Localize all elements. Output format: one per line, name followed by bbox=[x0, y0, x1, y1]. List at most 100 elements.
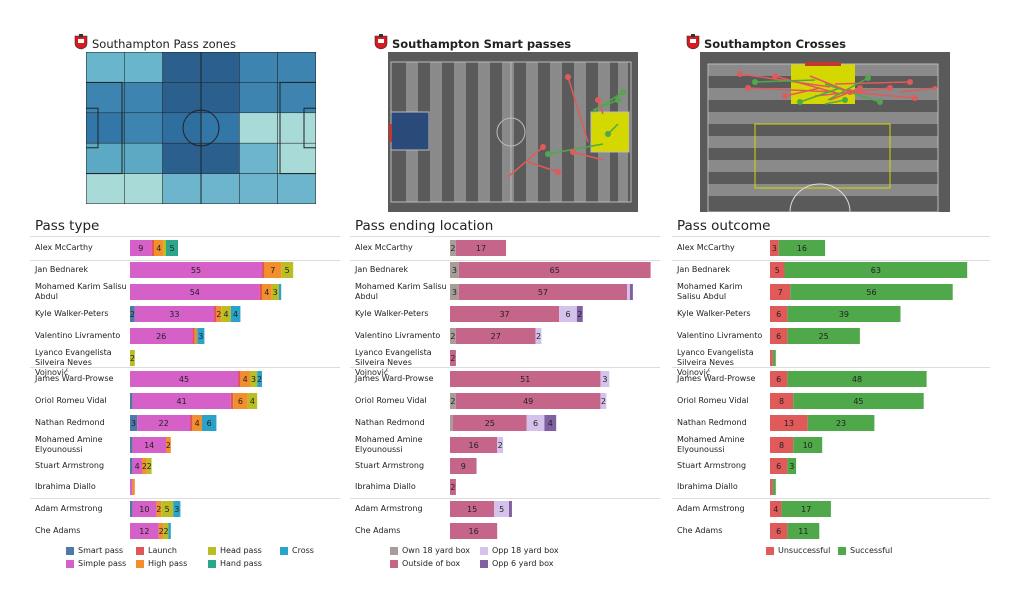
player-label: Alex McCarthy bbox=[35, 243, 93, 252]
row-separator bbox=[30, 260, 340, 261]
bar-value-label: 6 bbox=[776, 527, 781, 536]
legend-swatch bbox=[66, 559, 74, 568]
bar-segment bbox=[455, 328, 536, 344]
bar-segment bbox=[770, 415, 808, 431]
player-label: Adam Armstrong bbox=[677, 504, 745, 513]
zone-cell bbox=[124, 82, 163, 114]
zone-cell bbox=[162, 142, 202, 174]
bar-segment bbox=[770, 262, 785, 278]
player-label: Kyle Walker-Peters bbox=[355, 309, 429, 318]
zone-cell bbox=[239, 173, 278, 204]
player-label: Lyanco Evangelista Silveira Neves Vojnov… bbox=[355, 348, 432, 377]
player-label: Valentino Livramento bbox=[35, 331, 121, 340]
bar-segment bbox=[163, 523, 169, 539]
bar-segment bbox=[130, 306, 135, 322]
bar-segment bbox=[161, 501, 174, 517]
zone-cell bbox=[277, 142, 316, 174]
bar-segment bbox=[132, 458, 142, 474]
player-label: Jan Bednarek bbox=[35, 265, 89, 274]
legend-swatch bbox=[838, 546, 846, 555]
bar-value-label: 25 bbox=[485, 419, 495, 428]
bar-segment bbox=[790, 284, 953, 300]
smart-passes-title-text: Southampton Smart passes bbox=[392, 36, 572, 51]
bar-value-label: 2 bbox=[163, 527, 168, 536]
bar-segment bbox=[158, 523, 164, 539]
pass-type-chart: 9 4 5 55 7 5 54 4 3 2 33 2 4 4 26 3 2 45 4 3 2 41 6 4 3 22 4 6 14 2 4 2… bbox=[30, 236, 340, 542]
pass-outcome-chart: 3 16 5 63 7 56 6 39 6 25 6 48 8 45 13 23 8 10 6 3 4 17 6 11 Alex… bbox=[672, 236, 990, 542]
bar-value-label: 2 bbox=[450, 354, 455, 363]
bar-segment bbox=[544, 415, 557, 431]
bar-segment bbox=[450, 501, 495, 517]
bar-value-label: 3 bbox=[198, 332, 203, 341]
pass-zones-pitch bbox=[86, 52, 316, 204]
row-separator bbox=[350, 498, 660, 499]
bar-segment bbox=[130, 284, 260, 300]
bar-value-label: 45 bbox=[179, 375, 189, 384]
zone-cell bbox=[239, 142, 278, 174]
player-label: James Ward-Prowse bbox=[355, 374, 434, 383]
bar-value-label: 16 bbox=[797, 244, 807, 253]
bar-segment bbox=[778, 240, 826, 256]
bar-value-label: 6 bbox=[533, 419, 538, 428]
bar-value-label: 22 bbox=[159, 419, 169, 428]
bar-value-label: 4 bbox=[264, 288, 269, 297]
bar-segment bbox=[600, 393, 607, 409]
bar-value-label: 25 bbox=[819, 332, 829, 341]
bar-value-label: 2 bbox=[498, 441, 503, 450]
pitch-line bbox=[303, 107, 316, 149]
bar-value-label: 10 bbox=[139, 505, 149, 514]
bar-value-label: 3 bbox=[602, 375, 607, 384]
bar-segment bbox=[559, 306, 577, 322]
bar-segment bbox=[793, 393, 924, 409]
bar-value-label: 5 bbox=[499, 505, 504, 514]
bar-value-label: 39 bbox=[839, 310, 849, 319]
bar-segment bbox=[450, 437, 498, 453]
own-box-highlight bbox=[390, 111, 430, 151]
crosses-title-text: Southampton Crosses bbox=[704, 36, 846, 51]
bar-value-label: 26 bbox=[156, 332, 166, 341]
zone-cell bbox=[124, 52, 163, 83]
bar-segment bbox=[163, 240, 166, 256]
bar-segment bbox=[781, 501, 831, 517]
bar-value-label: 2 bbox=[130, 354, 135, 363]
bar-segment bbox=[450, 393, 456, 409]
bar-segment bbox=[629, 284, 633, 300]
bar-value-label: 45 bbox=[853, 397, 863, 406]
player-label: Stuart Armstrong bbox=[35, 461, 105, 470]
bar-segment bbox=[194, 328, 198, 344]
bar-segment bbox=[130, 262, 262, 278]
player-label: Jan Bednarek bbox=[677, 265, 731, 274]
zone-cell bbox=[239, 82, 278, 114]
bar-segment bbox=[770, 437, 794, 453]
bar-value-label: 5 bbox=[165, 505, 170, 514]
bar-value-label: 4 bbox=[548, 419, 553, 428]
pass-type-title: Pass type bbox=[35, 218, 100, 234]
bar-value-label: 2 bbox=[577, 310, 582, 319]
bar-segment bbox=[772, 479, 776, 495]
legend-item-launch: Launch bbox=[136, 546, 177, 555]
bar-segment bbox=[600, 371, 610, 387]
bar-value-label: 6 bbox=[776, 310, 781, 319]
bar-value-label: 6 bbox=[776, 462, 781, 471]
smart-passes-pitch bbox=[388, 52, 638, 212]
player-label: Che Adams bbox=[35, 526, 81, 535]
row-separator bbox=[672, 236, 990, 237]
player-label: Lyanco Evangelista Silveira Neves Vojnov… bbox=[35, 348, 112, 377]
zone-cell bbox=[200, 112, 240, 144]
zone-cell bbox=[277, 112, 316, 144]
zone-cell bbox=[86, 112, 125, 144]
player-label: James Ward-Prowse bbox=[677, 374, 756, 383]
bar-segment bbox=[130, 458, 133, 474]
bar-value-label: 5 bbox=[169, 244, 174, 253]
bar-value-label: 41 bbox=[177, 397, 187, 406]
bar-value-label: 37 bbox=[499, 310, 509, 319]
bar-value-label: 11 bbox=[798, 527, 808, 536]
bar-value-label: 8 bbox=[779, 397, 784, 406]
row-separator bbox=[350, 260, 660, 261]
bar-value-label: 4 bbox=[243, 375, 248, 384]
bar-value-label: 10 bbox=[803, 441, 813, 450]
legend-item-opp-6-yard-box: Opp 6 yard box bbox=[480, 559, 554, 568]
zone-cell bbox=[239, 112, 278, 144]
bar-value-label: 5 bbox=[285, 266, 290, 275]
bar-segment bbox=[450, 284, 459, 300]
